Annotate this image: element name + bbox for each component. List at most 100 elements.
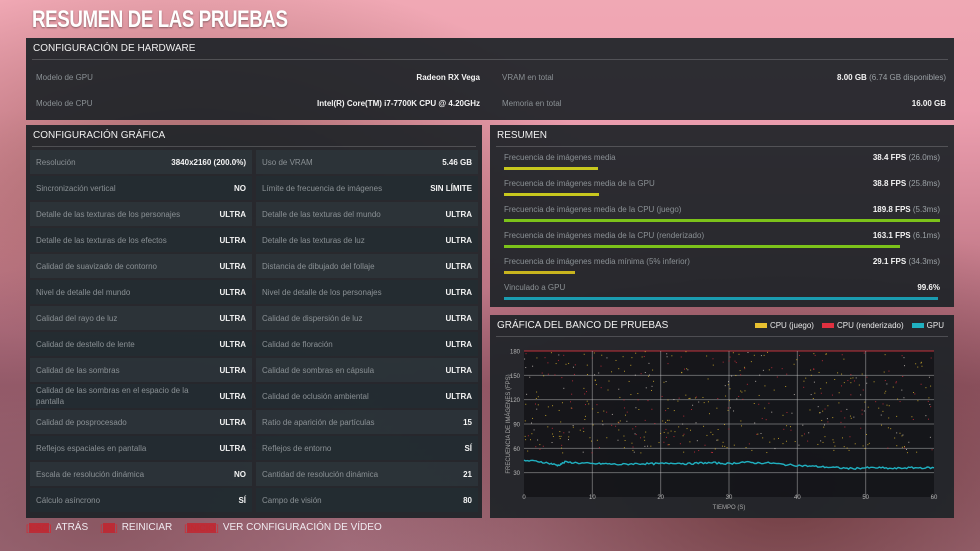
metric-value: 99.6% (917, 283, 940, 292)
graphics-setting-row: Distancia de dibujado del follaje ULTRA (256, 254, 478, 278)
setting-value: SÍ (238, 495, 246, 505)
cpu-point (606, 437, 608, 439)
cpu-point (586, 400, 588, 402)
cpu-point (554, 374, 556, 376)
cpu-point (844, 426, 846, 428)
cpu-point (547, 373, 549, 375)
cpu-point (888, 417, 890, 419)
cpu-point (608, 380, 610, 382)
cpu-point (607, 389, 609, 391)
cpu-point (727, 384, 729, 386)
cpu-point (567, 439, 569, 441)
cpu-point (793, 394, 795, 396)
cpu-point (843, 358, 845, 360)
cpu-point (524, 435, 526, 437)
cpu-point (744, 366, 746, 368)
cpu-point (782, 443, 784, 445)
cpu-point (632, 446, 634, 448)
cpu-point (579, 429, 581, 431)
cpu-point (843, 446, 845, 448)
graphics-setting-row: Reflejos de entorno SÍ (256, 436, 478, 460)
restart-button[interactable]: [F5] REINICIAR (100, 522, 172, 533)
cpu-point (863, 352, 865, 354)
graphics-setting-row: Detalle de las texturas de luz ULTRA (256, 228, 478, 252)
cpu-point (665, 410, 667, 412)
cpu-point (929, 403, 931, 405)
setting-label: Ratio de aparición de partículas (262, 417, 375, 427)
cpu-point (667, 399, 669, 401)
cpu-point (626, 411, 628, 413)
cpu-point (793, 363, 795, 365)
cpu-point (584, 419, 586, 421)
cpu-point (881, 424, 883, 426)
graphics-setting-row: Detalle de las texturas de los personaje… (30, 202, 252, 226)
cpu-point (682, 423, 684, 425)
cpu-point (802, 424, 804, 426)
cpu-point (678, 397, 680, 399)
legend-label: CPU (juego) (769, 321, 814, 330)
back-button[interactable]: [ESC] ATRÁS (26, 522, 88, 533)
setting-label: Nivel de detalle de los personajes (262, 287, 382, 297)
cpu-point (644, 419, 646, 421)
cpu-point (867, 444, 869, 446)
cpu-point (741, 425, 743, 427)
cpu-point (913, 391, 915, 393)
cpu-point (762, 437, 764, 439)
cpu-point (617, 421, 619, 423)
cpu-point (584, 415, 586, 417)
cpu-point (535, 446, 537, 448)
graphics-settings-grid: Resolución 3840x2160 (200.0%) Uso de VRAM 5… (30, 150, 478, 512)
graphics-setting-row: Calidad del rayo de luz ULTRA (30, 306, 252, 330)
setting-label: Reflejos espaciales en pantalla (36, 443, 147, 453)
cpu-point (736, 398, 738, 400)
view-video-settings-button[interactable]: [INICIO] VER CONFIGURACIÓN DE VÍDEO (184, 522, 381, 533)
setting-label: Detalle de las texturas de los personaje… (36, 209, 181, 219)
setting-value: ULTRA (445, 313, 472, 323)
x-tick-label: 0 (522, 495, 526, 501)
cpu-point (537, 439, 539, 441)
metric-label: Frecuencia de imágenes media de la CPU (… (504, 231, 705, 240)
cpu-point (725, 395, 727, 397)
cpu-point (666, 419, 668, 421)
cpu-point (823, 424, 825, 426)
cpu-point (904, 365, 906, 367)
cpu-point (532, 417, 534, 419)
graphics-setting-row: Calidad de oclusión ambiental ULTRA (256, 384, 478, 408)
cpu-point (667, 407, 669, 409)
hw-label: VRAM en total (502, 72, 554, 82)
cpu-point (680, 356, 682, 358)
cpu-point (558, 354, 560, 356)
cpu-point (561, 402, 563, 404)
cpu-point (727, 407, 729, 409)
hardware-panel-title: CONFIGURACIÓN DE HARDWARE (32, 38, 948, 60)
cpu-point (667, 432, 669, 434)
cpu-point (813, 368, 815, 370)
cpu-point (537, 404, 539, 406)
cpu-point (882, 403, 884, 405)
cpu-point (834, 445, 836, 447)
cpu-point (685, 394, 687, 396)
cpu-point (712, 364, 714, 366)
graphics-setting-row: Resolución 3840x2160 (200.0%) (30, 150, 252, 174)
cpu-point (552, 433, 554, 435)
legend-label: GPU (926, 321, 944, 330)
setting-value: 3840x2160 (200.0%) (171, 157, 246, 167)
graphics-setting-row: Sincronización vertical NO (30, 176, 252, 200)
cpu-point (568, 436, 570, 438)
cpu-point (798, 444, 800, 446)
summary-metric: Frecuencia de imágenes media de la GPU 38… (504, 176, 940, 202)
cpu-point (571, 407, 573, 409)
cpu-point (665, 421, 667, 423)
cpu-point (803, 386, 805, 388)
cpu-point (525, 353, 527, 355)
setting-value: ULTRA (219, 313, 246, 323)
cpu-point (555, 363, 557, 365)
cpu-point (906, 448, 908, 450)
setting-value: 5.46 GB (442, 157, 472, 167)
cpu-point (875, 401, 877, 403)
cpu-point (652, 369, 654, 371)
cpu-point (782, 414, 784, 416)
cpu-point (813, 353, 815, 355)
cpu-point (883, 371, 885, 373)
metric-bar-track (504, 167, 940, 170)
